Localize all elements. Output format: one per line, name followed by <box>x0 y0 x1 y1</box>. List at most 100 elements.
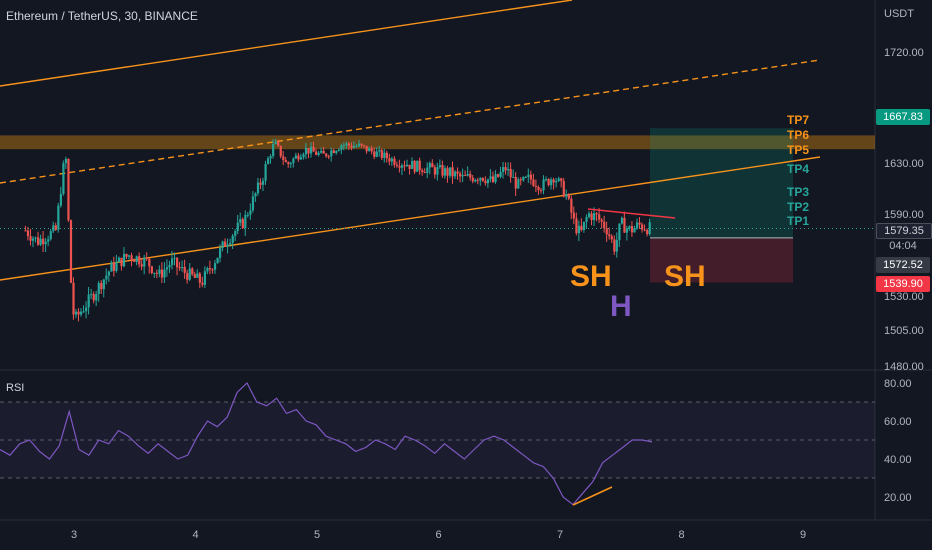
candle-body <box>170 258 174 265</box>
candle-body <box>226 244 229 247</box>
candle-body <box>208 268 212 270</box>
candle-body <box>294 155 298 159</box>
candle-body <box>62 163 65 194</box>
candle-body <box>355 146 358 148</box>
candle-body <box>509 168 512 178</box>
candle-body <box>269 156 272 159</box>
candle-body <box>443 168 447 176</box>
rsi-indicator-label[interactable]: RSI <box>6 382 25 394</box>
candle-body <box>241 219 244 229</box>
candle-body <box>67 158 70 221</box>
candle-body <box>393 158 396 165</box>
rsi-tick-label: 60.00 <box>884 416 912 428</box>
candle-body <box>120 257 123 267</box>
channel-upper-line <box>0 0 573 87</box>
candle-body <box>494 174 497 182</box>
candle-body <box>459 173 462 177</box>
symbol-title[interactable]: Ethereum / TetherUS, 30, BINANCE <box>6 9 198 23</box>
candle-body <box>562 181 565 197</box>
candle-body <box>598 214 601 220</box>
currency-label: USDT <box>884 8 914 20</box>
candle-body <box>542 179 545 191</box>
candle-body <box>479 177 482 181</box>
candle-body <box>256 182 260 194</box>
rsi-tick-label: 20.00 <box>884 492 912 504</box>
candle-body <box>340 145 343 150</box>
candle-body <box>203 271 207 285</box>
candle-body <box>438 164 442 168</box>
candle-body <box>87 294 90 308</box>
candle-body <box>234 230 237 236</box>
candle-body <box>82 311 85 313</box>
candle-body <box>625 228 629 233</box>
candle-body <box>638 222 641 225</box>
candle-body <box>221 241 224 248</box>
candle-body <box>375 151 378 157</box>
candle-body <box>512 176 515 178</box>
candle-body <box>315 151 318 155</box>
candle-body <box>277 141 280 146</box>
candle-body <box>37 237 40 245</box>
current-price-tag: 1579.35 <box>876 223 932 239</box>
candle-body <box>49 231 52 240</box>
candle-body <box>145 257 148 259</box>
candle-body <box>57 205 60 230</box>
candle-body <box>168 264 171 268</box>
candle-body <box>342 145 346 147</box>
price-tick-label: 1720.00 <box>884 47 924 59</box>
profit-zone <box>650 128 793 238</box>
candle-body <box>289 163 292 165</box>
candle-body <box>261 180 265 185</box>
candle-body <box>47 239 50 242</box>
candle-body <box>304 148 308 155</box>
candle-body <box>595 213 598 215</box>
rsi-line <box>0 382 653 506</box>
candle-body <box>160 269 164 278</box>
candle-body <box>24 230 27 232</box>
candle-body <box>347 143 351 146</box>
candle-body <box>29 236 32 241</box>
candle-body <box>307 148 310 154</box>
candle-body <box>370 148 373 152</box>
loss-zone <box>650 237 793 283</box>
left-shoulder-label: SH <box>570 260 612 293</box>
candle-body <box>428 163 431 168</box>
candle-body <box>196 273 199 278</box>
candle-body <box>34 237 37 239</box>
candle-body <box>292 158 295 164</box>
tp5-label: TP5 <box>787 143 810 157</box>
tp1-label: TP1 <box>787 214 810 228</box>
candle-body <box>213 263 217 270</box>
candle-body <box>635 222 639 229</box>
candle-body <box>565 194 568 197</box>
candle-body <box>446 168 449 176</box>
time-tick-label: 4 <box>192 529 198 541</box>
candle-body <box>165 267 169 270</box>
candle-body <box>486 179 490 184</box>
candle-body <box>325 153 328 157</box>
candle-body <box>403 165 406 167</box>
candle-body <box>603 221 606 229</box>
candle-body <box>140 264 143 267</box>
candle-body <box>128 255 131 257</box>
candle-body <box>413 161 416 172</box>
candle-body <box>537 186 540 191</box>
candle-body <box>507 168 510 171</box>
candle-body <box>254 193 257 197</box>
candle-body <box>421 170 424 173</box>
candle-body <box>426 167 429 173</box>
candle-body <box>570 198 573 213</box>
candle-body <box>608 234 611 237</box>
candle-body <box>534 185 538 187</box>
candle-body <box>282 156 285 160</box>
candle-body <box>628 226 631 229</box>
candle-body <box>135 256 138 262</box>
candle-body <box>85 307 88 312</box>
candle-body <box>456 171 459 174</box>
candle-body <box>155 272 159 274</box>
candle-body <box>630 226 634 233</box>
candle-body <box>42 238 45 245</box>
candle-body <box>279 145 282 157</box>
candle-body <box>567 194 570 199</box>
